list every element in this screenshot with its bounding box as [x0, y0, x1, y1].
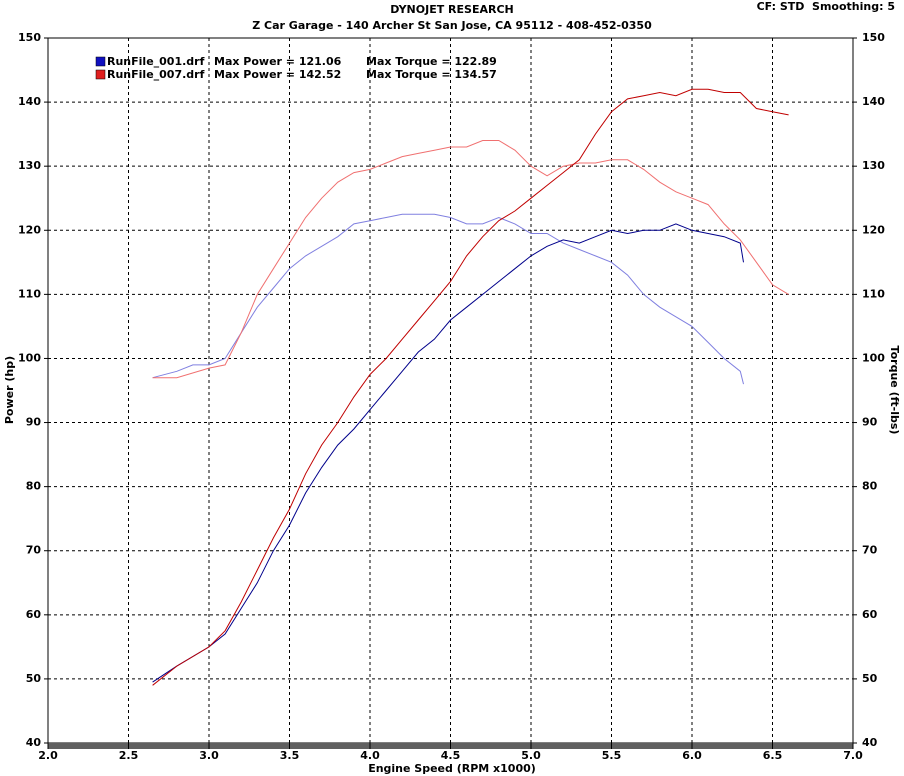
y-tick-label: 50	[26, 672, 42, 685]
y-axis-label: Power (hp)	[3, 356, 16, 424]
legend-swatch	[95, 69, 106, 80]
x-tick-label: 2.5	[119, 749, 139, 762]
y2-axis-label: Torque (ft-lbs)	[888, 346, 901, 435]
y2-tick-label: 50	[862, 672, 878, 685]
x-tick-label: 6.0	[682, 749, 702, 762]
y-tick-label: 70	[26, 544, 42, 557]
legend-max-torque: Max Torque = 134.57	[366, 68, 497, 81]
x-tick-label: 6.5	[763, 749, 783, 762]
x-tick-label: 3.0	[199, 749, 219, 762]
x-tick-label: 7.0	[843, 749, 863, 762]
x-tick-label: 5.0	[521, 749, 541, 762]
y-tick-label: 110	[18, 287, 41, 300]
chart-title: DYNOJET RESEARCH	[390, 3, 513, 16]
y2-tick-label: 110	[862, 287, 885, 300]
torque-line	[152, 213, 744, 385]
x-axis-label: Engine Speed (RPM x1000)	[368, 762, 536, 775]
y2-tick-label: 100	[862, 351, 885, 364]
legend-max-power: Max Power = 142.52	[214, 68, 341, 81]
y2-tick-label: 90	[862, 416, 878, 429]
x-tick-label: 4.5	[441, 749, 461, 762]
legend-max-power: Max Power = 121.06	[214, 55, 342, 68]
y2-tick-label: 150	[862, 31, 885, 44]
y-tick-label: 140	[18, 95, 41, 108]
legend-name: RunFile_001.drf	[107, 55, 205, 68]
plot-area	[47, 37, 854, 744]
y-tick-label: 60	[26, 608, 42, 621]
y2-tick-label: 60	[862, 608, 878, 621]
legend-max-torque: Max Torque = 122.89	[366, 55, 497, 68]
y-tick-label: 150	[18, 31, 41, 44]
y2-tick-label: 70	[862, 544, 878, 557]
y2-tick-label: 130	[862, 159, 885, 172]
x-tick-label: 2.0	[38, 749, 58, 762]
y-tick-label: 90	[26, 416, 42, 429]
power-line	[152, 223, 744, 683]
x-tick-label: 5.5	[602, 749, 622, 762]
y2-tick-label: 120	[862, 223, 885, 236]
y2-tick-label: 40	[862, 736, 878, 749]
y-tick-label: 40	[26, 736, 42, 749]
torque-line	[152, 140, 789, 379]
legend-swatch	[95, 56, 106, 67]
y2-tick-label: 80	[862, 480, 878, 493]
y-tick-label: 100	[18, 351, 41, 364]
x-tick-label: 4.0	[360, 749, 380, 762]
y2-tick-label: 140	[862, 95, 885, 108]
power-line	[152, 88, 789, 686]
settings-label: CF: STD Smoothing: 5	[757, 0, 895, 13]
y-tick-label: 80	[26, 480, 42, 493]
y-tick-label: 120	[18, 223, 41, 236]
chart-subtitle: Z Car Garage - 140 Archer St San Jose, C…	[252, 19, 652, 32]
legend-name: RunFile_007.drf	[107, 68, 205, 81]
x-tick-label: 3.5	[280, 749, 300, 762]
y-tick-label: 130	[18, 159, 41, 172]
